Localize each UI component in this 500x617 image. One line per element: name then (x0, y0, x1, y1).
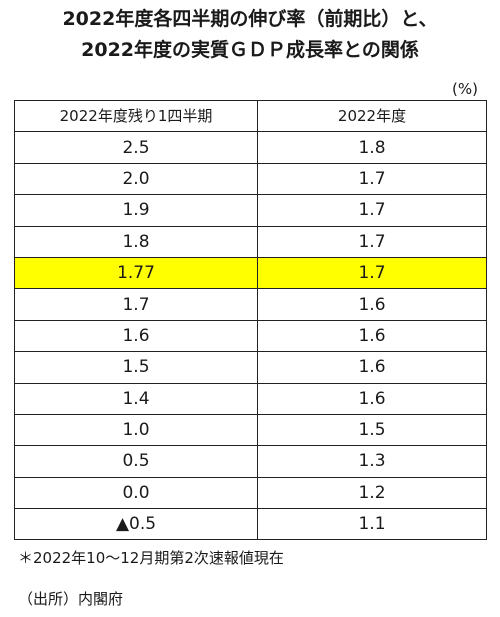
cell-remaining-quarter: 1.5 (14, 351, 258, 384)
table-row: 0.5 1.3 (14, 445, 487, 478)
table-row: 1.9 1.7 (14, 194, 487, 227)
cell-fiscal-year: 1.1 (257, 508, 487, 541)
cell-fiscal-year: 1.7 (257, 194, 487, 227)
cell-remaining-quarter: ▲0.5 (14, 508, 258, 541)
table-row: 2.5 1.8 (14, 131, 487, 164)
source-note: （出所）内閣府 (18, 590, 124, 608)
column-header-fiscal-year: 2022年度 (257, 99, 487, 133)
cell-fiscal-year: 1.7 (257, 256, 487, 290)
cell-remaining-quarter: 1.7 (14, 288, 258, 321)
cell-remaining-quarter: 0.0 (14, 476, 258, 510)
cell-remaining-quarter: 1.9 (14, 194, 258, 227)
page-title-line2: 2022年度の実質ＧＤＰ成長率との関係 (81, 39, 419, 61)
cell-remaining-quarter: 1.4 (14, 382, 258, 415)
table-row: 1.8 1.7 (14, 225, 487, 258)
table-header-row: 2022年度残り1四半期 2022年度 (14, 99, 487, 133)
table-row: ▲0.5 1.1 (14, 508, 487, 541)
table-row: 1.6 1.6 (14, 319, 487, 353)
cell-fiscal-year: 1.6 (257, 288, 487, 321)
table-row: 0.0 1.2 (14, 476, 487, 510)
cell-remaining-quarter: 2.5 (14, 131, 258, 164)
table-row: 1.7 1.6 (14, 288, 487, 321)
table-row-highlighted: 1.77 1.7 (14, 256, 487, 290)
cell-fiscal-year: 1.7 (257, 225, 487, 258)
cell-fiscal-year: 1.5 (257, 413, 487, 447)
cell-remaining-quarter: 1.77 (14, 256, 258, 290)
growth-table: 2022年度残り1四半期 2022年度 2.5 1.8 2.0 1.7 1.9 1.7… (14, 99, 487, 541)
footnote: ＊2022年10～12月期第2次速報値現在 (18, 549, 284, 567)
cell-remaining-quarter: 0.5 (14, 445, 258, 478)
cell-fiscal-year: 1.8 (257, 131, 487, 164)
cell-remaining-quarter: 1.0 (14, 413, 258, 447)
cell-remaining-quarter: 1.8 (14, 225, 258, 258)
table-body: 2.5 1.8 2.0 1.7 1.9 1.7 1.8 1.7 1.77 1.7 1.7 1… (14, 131, 487, 541)
cell-fiscal-year: 1.2 (257, 476, 487, 510)
column-header-remaining-quarter: 2022年度残り1四半期 (14, 99, 258, 133)
unit-label: (%) (452, 80, 478, 98)
cell-fiscal-year: 1.6 (257, 382, 487, 415)
table-row: 1.4 1.6 (14, 382, 487, 415)
table-row: 1.0 1.5 (14, 413, 487, 447)
cell-remaining-quarter: 2.0 (14, 162, 258, 196)
page-title-line1: 2022年度各四半期の伸び率（前期比）と、 (62, 8, 438, 30)
table-row: 2.0 1.7 (14, 162, 487, 196)
cell-fiscal-year: 1.6 (257, 351, 487, 384)
cell-fiscal-year: 1.6 (257, 319, 487, 353)
cell-remaining-quarter: 1.6 (14, 319, 258, 353)
cell-fiscal-year: 1.7 (257, 162, 487, 196)
cell-fiscal-year: 1.3 (257, 445, 487, 478)
table-row: 1.5 1.6 (14, 351, 487, 384)
